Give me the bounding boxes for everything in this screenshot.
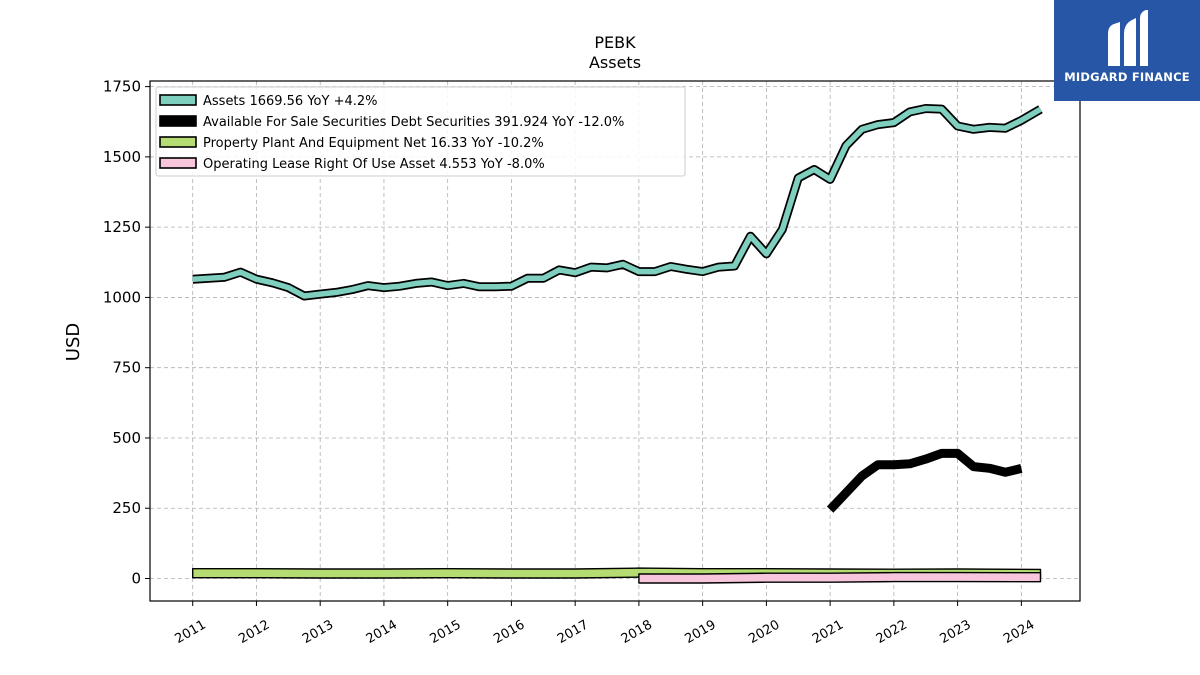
x-tick-label: 2012	[236, 617, 272, 647]
y-ticks: 0 250 500 750 1000 1250 1500 1750	[103, 78, 150, 588]
y-tick-label: 0	[131, 570, 141, 588]
y-tick-label: 1500	[103, 148, 141, 166]
brand-logo: MIDGARD FINANCE	[1054, 0, 1200, 101]
legend-label-3: Operating Lease Right Of Use Asset 4.553…	[203, 157, 545, 172]
legend-swatch-0	[159, 94, 197, 106]
x-tick-label: 2023	[937, 617, 973, 647]
x-tick-label: 2021	[810, 617, 846, 647]
series-line-3	[638, 571, 1042, 584]
logo-text: MIDGARD FINANCE	[1064, 70, 1190, 84]
x-ticks: 2011 2012 2013 2014 2015 2016 2017 2018 2019 2020…	[173, 601, 1037, 647]
legend-box	[155, 86, 686, 177]
legend-swatch-3	[159, 157, 197, 169]
x-tick-label: 2024	[1001, 617, 1037, 647]
x-tick-label: 2016	[491, 617, 527, 647]
y-axis-label: USD	[63, 323, 84, 361]
legend-label-2: Property Plant And Equipment Net 16.33 Y…	[203, 136, 544, 151]
x-tick-label: 2018	[619, 617, 655, 647]
plot-frame	[149, 80, 1081, 602]
legend-label-1: Available For Sale Securities Debt Secur…	[203, 115, 624, 130]
x-tick-label: 2013	[300, 617, 336, 647]
legend: Assets 1669.56 YoY +4.2% Available For Sa…	[155, 86, 686, 177]
x-tick-label: 2011	[173, 617, 209, 647]
chart-subtitle: Assets	[589, 53, 641, 72]
y-tick-label: 250	[112, 499, 141, 517]
x-tick-label: 2017	[555, 617, 591, 647]
x-tick-label: 2022	[874, 617, 910, 647]
chart-title: PEBK	[594, 33, 636, 52]
series-line-0	[192, 105, 1042, 299]
logo-mark-icon	[1108, 10, 1148, 66]
y-tick-label: 1750	[103, 78, 141, 96]
y-tick-label: 1250	[103, 218, 141, 236]
legend-label-0: Assets 1669.56 YoY +4.2%	[203, 94, 378, 109]
legend-swatch-1	[159, 115, 197, 127]
y-tick-label: 500	[112, 429, 141, 447]
legend-swatch-2	[159, 136, 197, 148]
x-tick-label: 2019	[682, 617, 718, 647]
y-tick-label: 1000	[103, 288, 141, 306]
x-tick-label: 2015	[428, 617, 464, 647]
series-line-1	[826, 448, 1023, 513]
series-group	[192, 104, 1043, 584]
y-tick-label: 750	[112, 359, 141, 377]
x-tick-label: 2014	[364, 617, 400, 647]
x-tick-label: 2020	[746, 617, 782, 647]
